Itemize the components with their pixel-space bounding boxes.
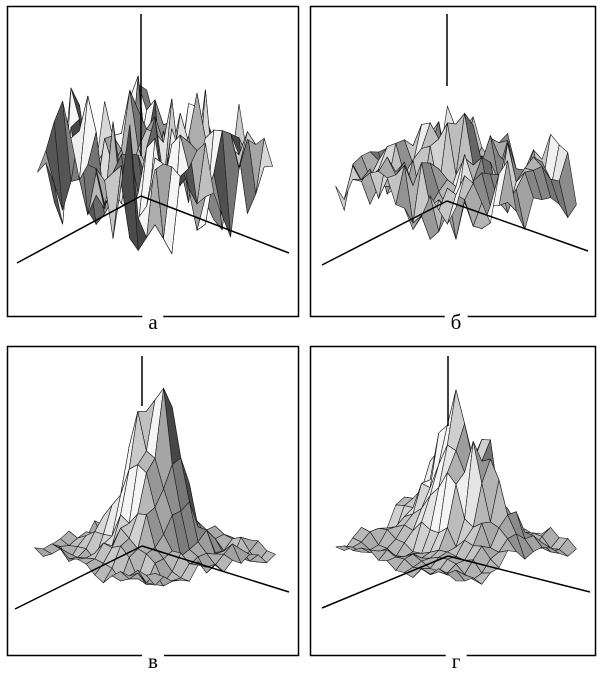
surface-mesh [37, 75, 273, 255]
left-axis [16, 195, 142, 264]
panel-a: а [6, 5, 300, 336]
mesh-cell [446, 569, 466, 582]
panel-label-b: б [444, 312, 468, 333]
panel-d: г [309, 345, 597, 673]
mesh-cell [146, 157, 164, 207]
mesh-cell [145, 573, 165, 586]
surface-plot-c [6, 345, 300, 657]
right-axis [447, 555, 591, 593]
panel-label-c: в [142, 651, 164, 672]
right-axis [141, 545, 290, 593]
surface-mesh [335, 389, 577, 585]
panel-label-d: г [445, 651, 467, 672]
panel-b: б [309, 5, 597, 336]
surface-plot-a [6, 5, 300, 318]
panel-label-a: а [142, 312, 164, 333]
mesh-cell [447, 175, 465, 225]
left-axis [321, 200, 448, 266]
left-axis [14, 545, 143, 610]
mesh-cell [335, 165, 354, 212]
left-axis [321, 555, 449, 609]
right-axis [140, 195, 290, 254]
surface-plot-b [309, 5, 597, 318]
surface-mesh [335, 105, 577, 241]
surface-mesh [33, 387, 276, 587]
surface-plot-d [309, 345, 597, 657]
panel-c: в [6, 345, 300, 673]
right-axis [446, 200, 589, 252]
